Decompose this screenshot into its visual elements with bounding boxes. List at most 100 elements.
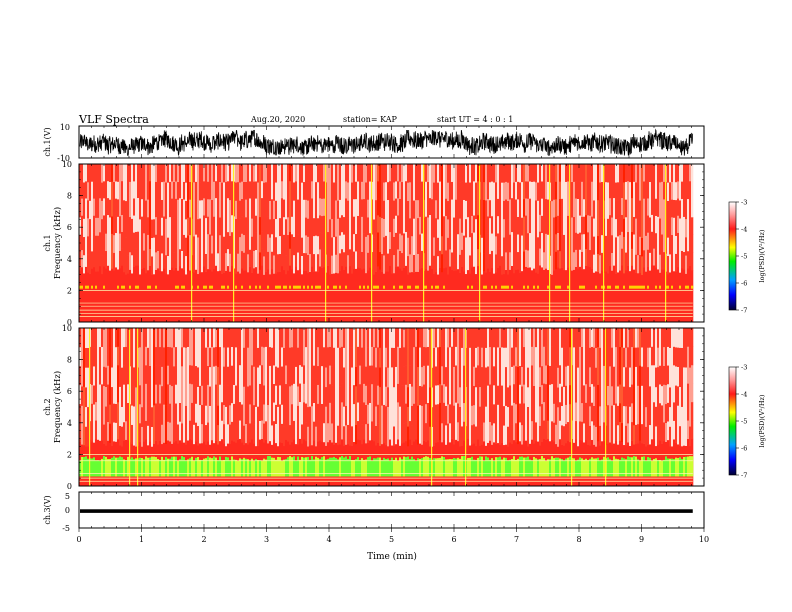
- spec-cell: [461, 181, 464, 199]
- spec-cell: [643, 328, 646, 348]
- spec-cell: [83, 386, 86, 407]
- spec-cell: [393, 182, 396, 201]
- spec-cell: [473, 366, 476, 386]
- spec-cell: [639, 182, 642, 201]
- spec-band: [533, 456, 536, 477]
- spec-cell: [613, 180, 616, 199]
- spec-cell: [453, 386, 456, 406]
- spec-cell: [219, 181, 222, 200]
- spec-cell: [305, 181, 308, 200]
- spec-cell: [651, 180, 654, 199]
- spec-cell: [359, 328, 362, 347]
- spec-cell: [103, 385, 106, 406]
- spec-cell: [615, 403, 618, 423]
- spec-cell: [553, 403, 556, 423]
- spec-cell: [511, 347, 514, 367]
- spec-cell: [209, 425, 212, 445]
- spec-cell: [153, 347, 156, 367]
- spec-cell: [557, 406, 560, 428]
- spec-cell: [581, 199, 584, 217]
- spec-cell: [377, 181, 380, 199]
- spec-band: [617, 285, 620, 289]
- spec-cell: [529, 181, 532, 199]
- spec-cell: [295, 366, 298, 387]
- spec-cell: [593, 366, 596, 387]
- spec-band: [557, 267, 560, 322]
- spec-cell: [439, 215, 442, 234]
- spec-cell: [323, 215, 326, 233]
- spec-band: [129, 269, 132, 322]
- spec-cell: [459, 164, 462, 183]
- spec-cell: [385, 366, 388, 387]
- spec-cell: [497, 328, 500, 348]
- spec-cell: [209, 234, 212, 253]
- spec-cell: [341, 328, 344, 347]
- spec-cell: [275, 182, 278, 201]
- spec-cell: [541, 403, 544, 424]
- spec-cell: [183, 199, 186, 218]
- spec-cell: [657, 199, 660, 217]
- spec-cell: [137, 214, 140, 232]
- spec-cell: [255, 328, 258, 348]
- spec-cell: [379, 425, 382, 446]
- spec-cell: [457, 328, 460, 348]
- spec-cell: [277, 367, 280, 388]
- spec-cell: [607, 218, 610, 237]
- spec-cell: [311, 347, 314, 368]
- spec-band: [655, 267, 658, 322]
- spec-cell: [255, 232, 258, 251]
- spec-cell: [547, 346, 550, 366]
- spec-cell: [673, 346, 676, 366]
- spec-cell: [575, 383, 578, 403]
- spec-cell: [241, 385, 244, 405]
- spec-cell: [395, 181, 398, 199]
- spec-cell: [609, 164, 612, 182]
- spec-band: [685, 285, 688, 289]
- spec-band: [111, 457, 114, 477]
- spec-cell: [189, 364, 192, 384]
- spec-cell: [349, 347, 352, 368]
- spec-cell: [631, 164, 634, 182]
- spec-cell: [525, 402, 528, 422]
- spec-cell: [633, 251, 636, 270]
- spec-cell: [243, 347, 246, 368]
- spec-cell: [401, 423, 404, 444]
- spec-cell: [313, 328, 316, 347]
- spec-cell: [539, 164, 542, 182]
- spec-cell: [519, 328, 522, 348]
- spec-band: [579, 285, 582, 289]
- spec-cell: [239, 255, 242, 274]
- spec-cell: [99, 215, 102, 233]
- spec-cell: [79, 164, 82, 182]
- spec-cell: [461, 426, 464, 447]
- spec-cell: [517, 424, 520, 445]
- spec-cell: [387, 164, 390, 183]
- spec-band: [583, 268, 586, 322]
- spec-band: [515, 459, 518, 477]
- spec-cell: [627, 164, 630, 182]
- spec-band: [377, 457, 380, 477]
- spec-cell: [97, 346, 100, 366]
- spec-cell: [433, 367, 436, 388]
- spec-cell: [171, 347, 174, 367]
- spec-cell: [669, 426, 672, 447]
- spec-band: [293, 456, 296, 477]
- spec-cell: [645, 217, 648, 236]
- spec-cell: [155, 181, 158, 200]
- spec-cell: [639, 200, 642, 219]
- spec-band: [435, 458, 438, 477]
- spec-cell: [263, 423, 266, 443]
- spec-cell: [657, 251, 660, 270]
- spec-cell: [151, 347, 154, 368]
- spec-cell: [83, 182, 86, 201]
- spec-cell: [483, 328, 486, 348]
- spec-cell: [301, 328, 304, 348]
- spec-cell: [313, 421, 316, 441]
- spec-band: [291, 269, 294, 322]
- spec-cell: [537, 255, 540, 274]
- spec-band: [149, 265, 152, 322]
- spec-band: [363, 285, 366, 289]
- spec-cell: [225, 328, 228, 348]
- spec-cell: [525, 346, 528, 366]
- spec-cell: [137, 164, 140, 182]
